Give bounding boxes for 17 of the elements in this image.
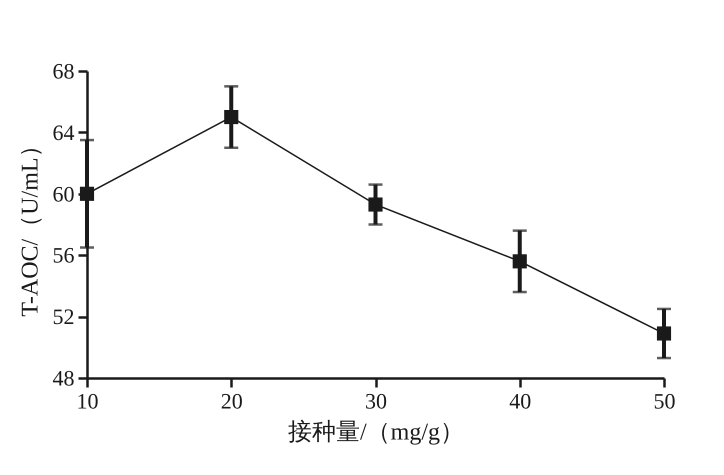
y-tick-label: 64 bbox=[52, 120, 74, 145]
point bbox=[512, 254, 527, 268]
x-tick-label: 40 bbox=[509, 388, 532, 414]
x-tick-label: 50 bbox=[654, 388, 676, 414]
x-tick-label: 20 bbox=[220, 388, 243, 414]
y-tick-label: 48 bbox=[52, 366, 74, 390]
y-tick-label: 68 bbox=[52, 58, 74, 84]
y-tick-label: 60 bbox=[52, 181, 74, 206]
x-tick-label: 10 bbox=[76, 388, 98, 414]
x-axis-title: 接种量/（mg/g） bbox=[288, 418, 464, 446]
point bbox=[368, 197, 383, 212]
x-tick-label: 30 bbox=[365, 388, 387, 414]
point bbox=[656, 326, 672, 341]
y-tick-label: 56 bbox=[52, 242, 74, 268]
point bbox=[224, 110, 238, 124]
y-axis-title: T-AOC/（U/mL） bbox=[18, 133, 44, 317]
y-tick-label: 52 bbox=[52, 304, 74, 330]
